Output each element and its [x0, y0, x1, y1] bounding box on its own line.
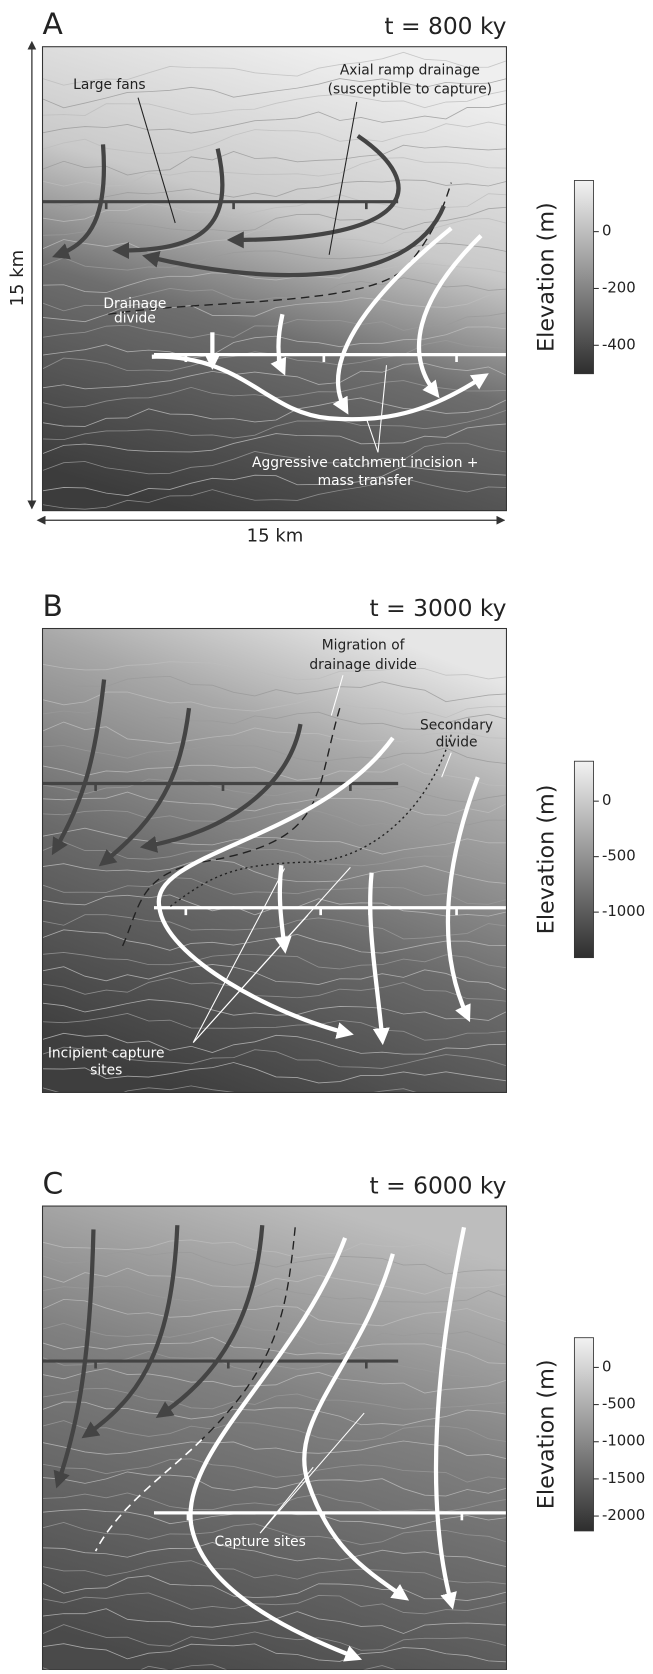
- map-content: Migration of drainage divide Secondarydivi…: [43, 629, 510, 1108]
- colorbar-tick-label: -1000: [602, 1432, 645, 1450]
- page: {"panels": [ {"label": "A", "time": "t =…: [0, 0, 653, 1670]
- colorbar: [574, 180, 593, 373]
- colorbar-tick-label: -200: [602, 278, 636, 296]
- colorbar-tick-label: 0: [602, 791, 611, 809]
- colorbar-tick-label: 0: [602, 1357, 611, 1375]
- panel-time: t = 3000 ky: [370, 594, 507, 622]
- elevation-surface: [43, 629, 507, 1093]
- colorbar-tick-label: 0: [602, 222, 611, 240]
- colorbar-tick-label: -1500: [602, 1469, 645, 1487]
- colorbar-tick-label: -2000: [602, 1506, 645, 1524]
- colorbar-title: Elevation (m): [533, 785, 559, 935]
- annotation: Aggressive catchment incision +: [252, 455, 478, 471]
- panel-label: A: [43, 7, 64, 42]
- map: Capture sites: [43, 1206, 510, 1670]
- annotation: Incipient capture: [48, 1045, 165, 1061]
- annotation: drainage divide: [309, 657, 416, 673]
- annotation: divide: [436, 734, 478, 750]
- annotation: Migration of: [322, 638, 406, 654]
- panel-time: t = 800 ky: [384, 12, 506, 40]
- colorbar-tick-label: -500: [602, 847, 636, 865]
- colorbar-tick-label: -400: [602, 335, 636, 353]
- panel-time: t = 6000 ky: [370, 1171, 507, 1199]
- map-content: Large fans Axial ramp drainage (susceptibl…: [43, 47, 510, 511]
- annotation: divide: [114, 311, 156, 327]
- colorbar: [574, 761, 593, 957]
- annotation: (susceptible to capture): [328, 81, 492, 97]
- map-content: Capture sites: [43, 1206, 510, 1670]
- annotation: mass transfer: [318, 473, 413, 489]
- scale-label: 15 km: [7, 250, 28, 307]
- elevation-surface: [43, 47, 507, 511]
- panel-label: B: [43, 589, 63, 624]
- map: Large fans Axial ramp drainage (susceptibl…: [43, 47, 510, 511]
- annotation: Large fans: [73, 77, 145, 93]
- panel-label: C: [43, 1166, 64, 1201]
- annotation: Drainage: [103, 296, 166, 312]
- figure: 15 km 15 km At = 800 ky Large fans Axial r…: [0, 0, 653, 1670]
- colorbar-title: Elevation (m): [533, 202, 559, 352]
- annotation: Axial ramp drainage: [340, 62, 480, 78]
- colorbar-title: Elevation (m): [533, 1359, 559, 1509]
- scale-label: 15 km: [247, 525, 304, 546]
- colorbar-tick-label: -1000: [602, 902, 645, 920]
- annotation: Capture sites: [214, 1534, 305, 1550]
- annotation: sites: [90, 1062, 122, 1078]
- map: Migration of drainage divide Secondarydivi…: [43, 629, 510, 1108]
- colorbar-tick-label: -500: [602, 1395, 636, 1413]
- annotation: Secondary: [420, 717, 493, 733]
- colorbar: [574, 1338, 593, 1531]
